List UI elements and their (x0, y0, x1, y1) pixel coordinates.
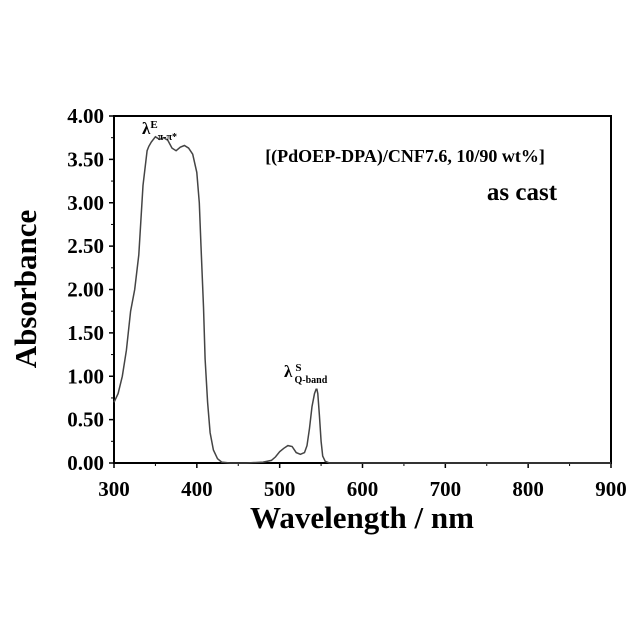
x-tick-label: 600 (347, 477, 379, 501)
y-axis-title: Absorbance (8, 210, 43, 368)
y-tick-label: 3.00 (67, 191, 104, 215)
sample-annotation: [(PdOEP-DPA)/CNF7.6, 10/90 wt%] (265, 146, 545, 167)
y-tick-label: 3.50 (67, 147, 104, 171)
x-tick-label: 500 (264, 477, 296, 501)
peak1-label: λEπ-π* (142, 119, 177, 143)
x-tick-label: 400 (181, 477, 213, 501)
y-tick-label: 4.00 (67, 104, 104, 128)
peak1-subscript: π-π* (158, 132, 177, 143)
peak1-superscript: E (150, 119, 157, 131)
peak1-symbol: λ (142, 119, 151, 138)
x-tick-label: 900 (595, 477, 627, 501)
series-line (113, 135, 611, 464)
y-tick-label: 1.00 (67, 364, 104, 388)
peak2-superscript: S (295, 362, 301, 374)
axis-tick-labels: 300 400 500 600 700 800 900 0.00 0.50 1.00 1.50 2.0… (67, 104, 627, 501)
y-tick-label: 0.00 (67, 451, 104, 475)
peak2-label: λ S Q-band (284, 362, 328, 386)
condition-annotation: as cast (487, 179, 558, 206)
plot-frame (113, 115, 612, 464)
x-tick-label: 300 (98, 477, 130, 501)
y-tick-label: 0.50 (67, 408, 104, 432)
x-tick-label: 700 (430, 477, 462, 501)
peak2-subscript: Q-band (294, 375, 327, 386)
peak2-symbol: λ (284, 362, 293, 381)
y-tick-label: 2.00 (67, 278, 104, 302)
axis-ticks (109, 115, 612, 468)
x-tick-label: 800 (512, 477, 544, 501)
x-axis-title: Wavelength / nm (250, 500, 474, 535)
y-tick-label: 2.50 (67, 234, 104, 258)
y-tick-label: 1.50 (67, 321, 104, 345)
